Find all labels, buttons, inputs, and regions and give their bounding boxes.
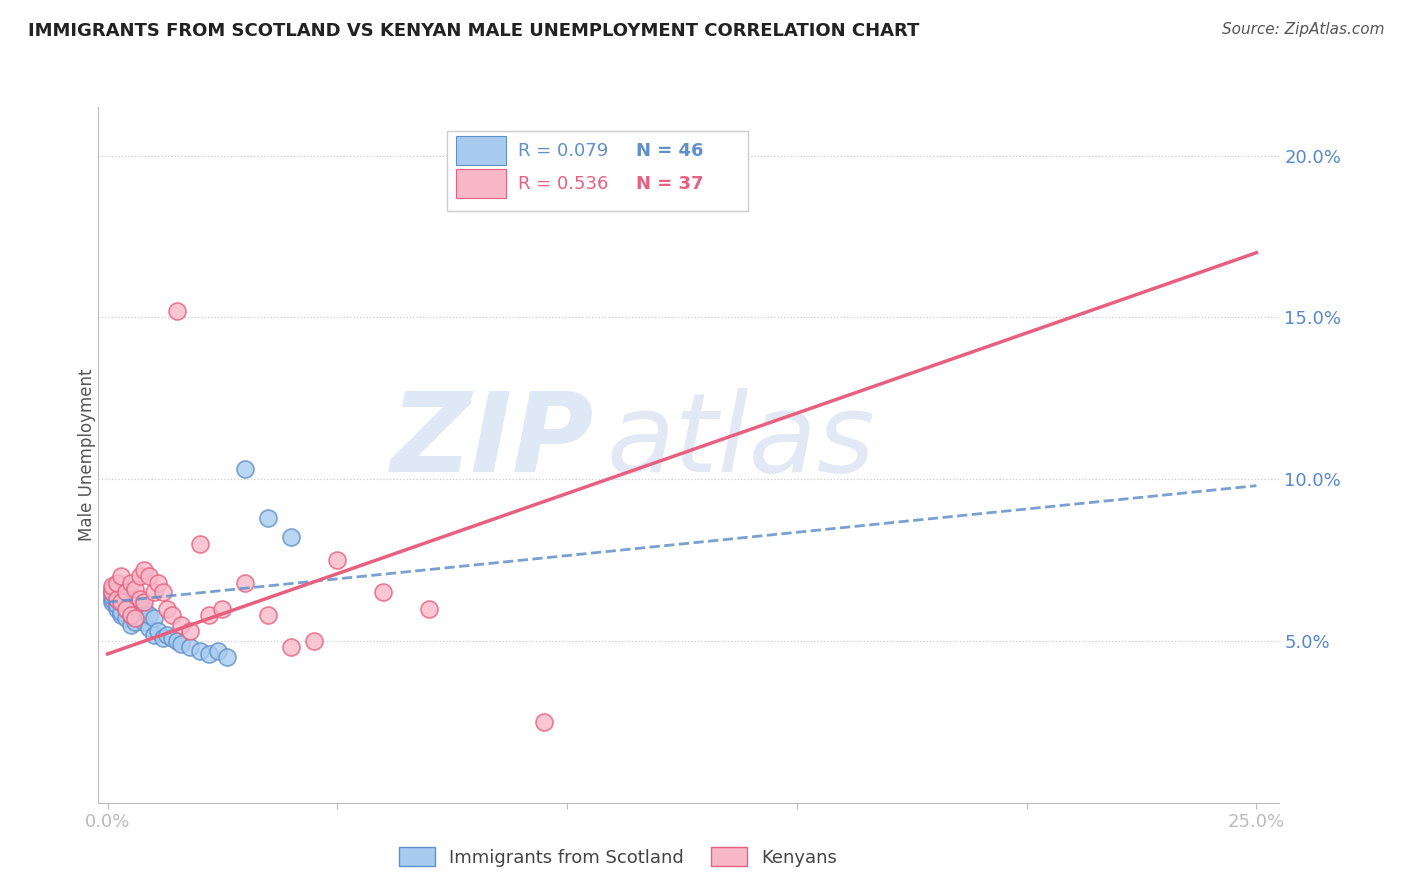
- Point: [179, 624, 201, 639]
- Point: [146, 624, 169, 639]
- Point: [101, 591, 124, 606]
- Point: [101, 579, 124, 593]
- Point: [124, 582, 146, 597]
- Point: [115, 611, 138, 625]
- Point: [105, 591, 128, 606]
- Point: [326, 553, 349, 567]
- Point: [101, 582, 124, 597]
- Point: [120, 591, 142, 606]
- Point: [110, 589, 132, 603]
- Text: ZIP: ZIP: [391, 387, 595, 494]
- Legend: Immigrants from Scotland, Kenyans: Immigrants from Scotland, Kenyans: [391, 840, 845, 874]
- Point: [115, 585, 138, 599]
- Point: [418, 601, 440, 615]
- Point: [101, 585, 124, 599]
- FancyBboxPatch shape: [447, 131, 748, 211]
- Text: N = 46: N = 46: [636, 142, 703, 160]
- Point: [211, 601, 233, 615]
- Point: [138, 608, 160, 623]
- Point: [170, 637, 193, 651]
- Point: [101, 585, 124, 599]
- Point: [105, 599, 128, 613]
- Text: N = 37: N = 37: [636, 175, 703, 193]
- Point: [115, 601, 138, 615]
- Point: [142, 627, 165, 641]
- Point: [235, 462, 257, 476]
- Point: [134, 595, 156, 609]
- Point: [207, 643, 229, 657]
- Point: [156, 601, 179, 615]
- Point: [235, 575, 257, 590]
- Point: [166, 304, 188, 318]
- Y-axis label: Male Unemployment: Male Unemployment: [79, 368, 96, 541]
- FancyBboxPatch shape: [457, 136, 506, 166]
- Point: [197, 647, 219, 661]
- Point: [693, 181, 716, 195]
- Point: [124, 615, 146, 629]
- Point: [120, 608, 142, 623]
- Point: [120, 608, 142, 623]
- Point: [166, 634, 188, 648]
- Point: [257, 608, 280, 623]
- Point: [110, 595, 132, 609]
- Point: [115, 595, 138, 609]
- Point: [105, 601, 128, 615]
- Point: [105, 591, 128, 606]
- Point: [120, 575, 142, 590]
- Point: [110, 608, 132, 623]
- Point: [110, 605, 132, 619]
- Point: [134, 563, 156, 577]
- Point: [257, 511, 280, 525]
- Point: [128, 569, 150, 583]
- Point: [101, 595, 124, 609]
- Point: [160, 608, 183, 623]
- Point: [217, 650, 239, 665]
- Point: [170, 617, 193, 632]
- Text: R = 0.536: R = 0.536: [517, 175, 607, 193]
- Point: [115, 601, 138, 615]
- Point: [124, 611, 146, 625]
- Point: [160, 631, 183, 645]
- Point: [105, 585, 128, 599]
- Text: Source: ZipAtlas.com: Source: ZipAtlas.com: [1222, 22, 1385, 37]
- Point: [188, 537, 211, 551]
- Point: [188, 643, 211, 657]
- Point: [146, 575, 169, 590]
- Text: R = 0.079: R = 0.079: [517, 142, 607, 160]
- Point: [304, 634, 326, 648]
- Point: [280, 640, 302, 655]
- Point: [110, 595, 132, 609]
- Point: [142, 611, 165, 625]
- Point: [152, 631, 174, 645]
- Point: [152, 585, 174, 599]
- Point: [134, 601, 156, 615]
- Point: [128, 591, 150, 606]
- Point: [142, 585, 165, 599]
- Point: [128, 601, 150, 615]
- Point: [138, 569, 160, 583]
- Point: [533, 714, 555, 729]
- Point: [134, 615, 156, 629]
- Point: [120, 599, 142, 613]
- Point: [124, 605, 146, 619]
- Point: [128, 611, 150, 625]
- Text: IMMIGRANTS FROM SCOTLAND VS KENYAN MALE UNEMPLOYMENT CORRELATION CHART: IMMIGRANTS FROM SCOTLAND VS KENYAN MALE …: [28, 22, 920, 40]
- Point: [110, 569, 132, 583]
- Point: [124, 595, 146, 609]
- Text: atlas: atlas: [606, 387, 875, 494]
- Point: [373, 585, 395, 599]
- Point: [105, 575, 128, 590]
- Point: [120, 617, 142, 632]
- Point: [280, 531, 302, 545]
- Point: [197, 608, 219, 623]
- Point: [101, 589, 124, 603]
- FancyBboxPatch shape: [457, 169, 506, 198]
- Point: [115, 585, 138, 599]
- Point: [156, 627, 179, 641]
- Point: [179, 640, 201, 655]
- Point: [138, 621, 160, 635]
